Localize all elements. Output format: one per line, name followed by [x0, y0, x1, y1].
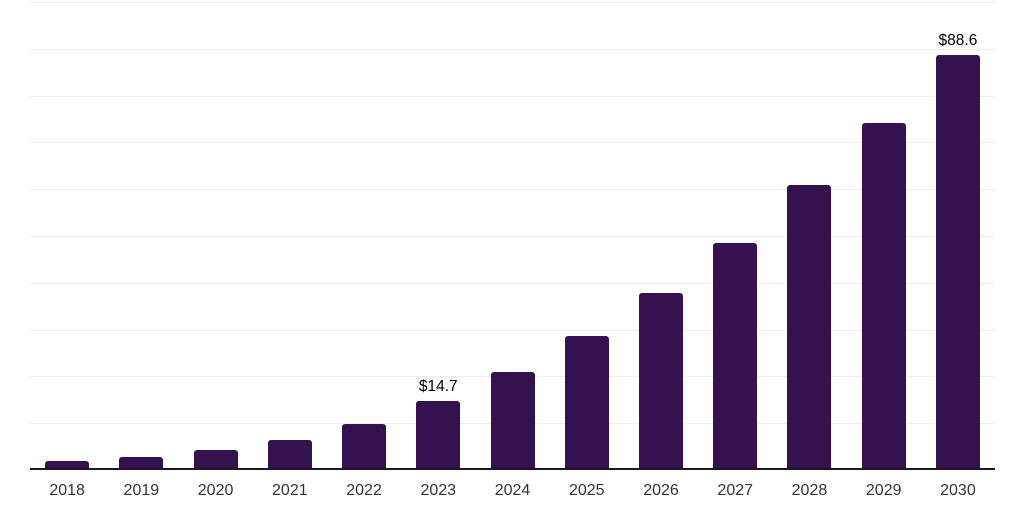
bar-2018: [45, 460, 90, 470]
bar-cell-2019: [104, 2, 178, 470]
bar-2028: [787, 184, 832, 470]
bars-row: $14.7 $88.6: [30, 2, 995, 470]
x-tick-label-2018: 2018: [49, 482, 85, 499]
gridline: [30, 189, 995, 191]
x-tick-label-2020: 2020: [197, 482, 234, 499]
bar-cell-2024: [475, 2, 549, 470]
gridline: [30, 95, 995, 97]
x-tick-label-2026: 2026: [643, 482, 679, 499]
bar-2020: [193, 449, 238, 470]
bar-value-label-2023: $14.7: [418, 378, 458, 396]
x-tick-label-2030: 2030: [940, 482, 976, 499]
x-tick-label-2024: 2024: [494, 482, 531, 499]
bar-cell-2025: [550, 2, 624, 470]
x-tick-label-2023: 2023: [420, 482, 457, 499]
x-tick-label-2027: 2027: [717, 482, 754, 499]
gridline: [30, 236, 995, 237]
bar-2019: [119, 457, 164, 470]
x-axis-line: [30, 468, 995, 470]
bar-cell-2018: [30, 2, 104, 470]
x-tick-label-2019: 2019: [123, 482, 160, 499]
bar-2026: [638, 292, 683, 470]
bar-2023: [416, 401, 461, 470]
bar-2030: [935, 55, 980, 470]
bar-cell-2030: $88.6: [921, 2, 995, 470]
gridline: [30, 329, 995, 331]
bar-2029: [861, 122, 906, 470]
bar-cell-2022: [327, 2, 401, 470]
gridline: [30, 282, 995, 284]
bar-2027: [713, 242, 758, 470]
bar-2022: [342, 423, 387, 470]
x-tick-label-2025: 2025: [568, 482, 605, 499]
bar-cell-2021: [253, 2, 327, 470]
plot-area: $14.7 $88.6: [30, 2, 995, 470]
bar-cell-2026: [624, 2, 698, 470]
bar-cell-2020: [178, 2, 252, 470]
bar-cell-2023: $14.7: [401, 2, 475, 470]
x-tick-label-2029: 2029: [865, 482, 902, 499]
gridline: [30, 48, 995, 50]
x-tick-label-2021: 2021: [272, 482, 308, 499]
bar-cell-2027: [698, 2, 772, 470]
bar-value-label-2030: $88.6: [938, 32, 978, 50]
bar-2024: [490, 372, 535, 470]
x-axis-labels: 2018 2019 2020 2021 2022 2023 2024 2025 2026 2027…: [30, 482, 995, 500]
bar-cell-2028: [772, 2, 846, 470]
bar-cell-2029: [847, 2, 921, 470]
x-tick-label-2022: 2022: [346, 482, 382, 499]
bar-2021: [267, 440, 312, 470]
bar-2025: [564, 336, 609, 470]
x-tick-label-2028: 2028: [791, 482, 828, 499]
gridline: [30, 2, 995, 3]
gridline: [30, 142, 995, 144]
